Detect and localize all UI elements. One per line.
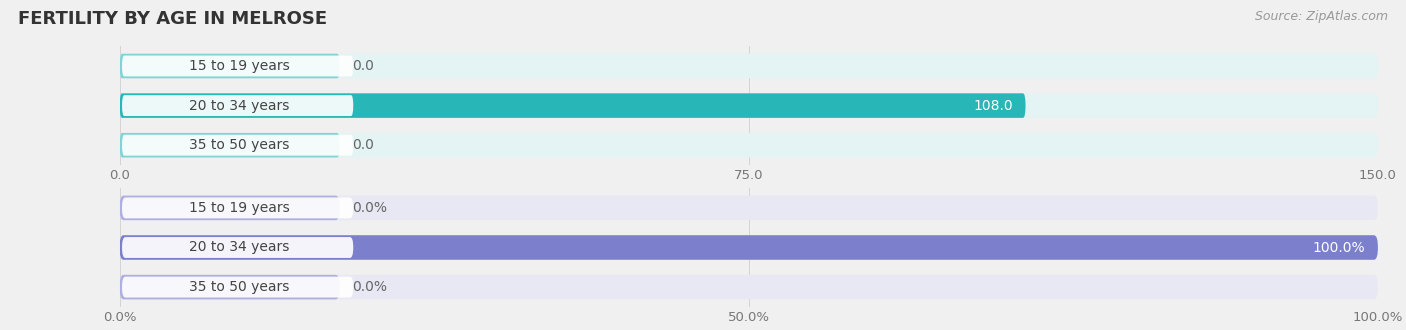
FancyBboxPatch shape: [120, 93, 1378, 118]
FancyBboxPatch shape: [122, 135, 353, 156]
FancyBboxPatch shape: [120, 275, 340, 299]
FancyBboxPatch shape: [120, 275, 1378, 299]
FancyBboxPatch shape: [120, 196, 1378, 220]
Text: 100.0%: 100.0%: [1313, 241, 1365, 254]
FancyBboxPatch shape: [122, 237, 353, 258]
FancyBboxPatch shape: [122, 95, 353, 116]
FancyBboxPatch shape: [122, 197, 353, 218]
Text: 20 to 34 years: 20 to 34 years: [188, 241, 290, 254]
Text: 35 to 50 years: 35 to 50 years: [188, 138, 290, 152]
Text: 0.0%: 0.0%: [353, 201, 387, 215]
Text: FERTILITY BY AGE IN MELROSE: FERTILITY BY AGE IN MELROSE: [18, 10, 328, 28]
FancyBboxPatch shape: [120, 54, 1378, 78]
FancyBboxPatch shape: [120, 235, 1378, 260]
Text: 0.0: 0.0: [353, 59, 374, 73]
FancyBboxPatch shape: [120, 93, 1025, 118]
Text: 0.0%: 0.0%: [353, 280, 387, 294]
FancyBboxPatch shape: [122, 55, 353, 77]
FancyBboxPatch shape: [120, 133, 1378, 157]
Text: 15 to 19 years: 15 to 19 years: [188, 59, 290, 73]
FancyBboxPatch shape: [122, 277, 353, 298]
Text: Source: ZipAtlas.com: Source: ZipAtlas.com: [1254, 10, 1388, 23]
FancyBboxPatch shape: [120, 133, 340, 157]
Text: 20 to 34 years: 20 to 34 years: [188, 99, 290, 113]
Text: 35 to 50 years: 35 to 50 years: [188, 280, 290, 294]
Text: 0.0: 0.0: [353, 138, 374, 152]
FancyBboxPatch shape: [120, 235, 1378, 260]
FancyBboxPatch shape: [120, 196, 340, 220]
Text: 15 to 19 years: 15 to 19 years: [188, 201, 290, 215]
Text: 108.0: 108.0: [973, 99, 1012, 113]
FancyBboxPatch shape: [120, 54, 340, 78]
